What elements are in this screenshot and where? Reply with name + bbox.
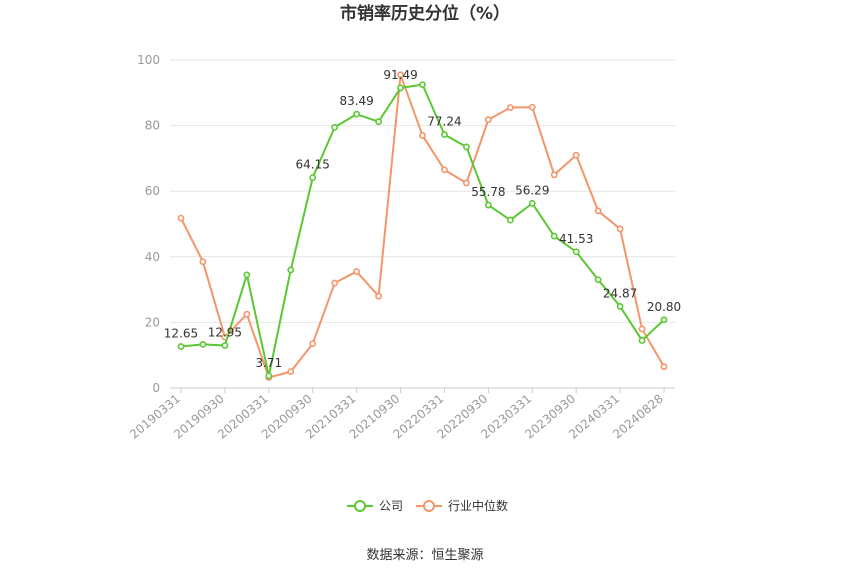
- data-point: [309, 340, 317, 348]
- legend-label[interactable]: 公司: [379, 499, 403, 513]
- data-labels: 12.65 12.95 3.71 64.15 83.49 91.49 77.24 55.78 5…: [164, 68, 681, 370]
- data-point: [199, 340, 207, 348]
- data-label: 91.49: [383, 68, 417, 82]
- data-point: [397, 71, 404, 79]
- data-point: [660, 363, 668, 371]
- data-point: [177, 214, 185, 222]
- data-point: [484, 116, 492, 124]
- data-point: [287, 266, 295, 274]
- data-point: [287, 368, 295, 375]
- data-point: [331, 279, 339, 287]
- data-point: [550, 171, 558, 179]
- y-tick-label: 60: [145, 184, 160, 198]
- data-label: 55.78: [471, 185, 505, 199]
- legend-swatch-marker[interactable]: [423, 500, 435, 512]
- series-line-1: [180, 73, 665, 379]
- data-point: [616, 303, 624, 310]
- data-point: [243, 310, 251, 318]
- axes: 0204060801002019033120190930202003312020…: [127, 53, 675, 442]
- legend-label[interactable]: 行业中位数: [448, 498, 508, 513]
- data-point: [353, 110, 361, 118]
- y-tick-label: 100: [137, 53, 160, 67]
- data-point: [572, 248, 580, 256]
- data-point: [660, 316, 668, 324]
- data-point: [177, 343, 185, 350]
- data-point: [638, 337, 646, 344]
- data-label: 3.71: [255, 356, 282, 370]
- data-label: 41.53: [559, 232, 593, 246]
- data-point: [463, 143, 470, 151]
- chart-title: 市销率历史分位（%）: [340, 3, 510, 24]
- data-label: 83.49: [339, 94, 373, 108]
- data-point: [309, 174, 317, 181]
- data-point: [353, 268, 361, 275]
- data-point: [638, 325, 646, 333]
- data-label: 64.15: [296, 158, 330, 172]
- data-point: [243, 271, 251, 279]
- data-point: [550, 232, 558, 240]
- legend[interactable]: 公司 行业中位数: [347, 498, 508, 513]
- data-point: [419, 81, 426, 88]
- data-point: [506, 104, 514, 111]
- data-label: 56.29: [515, 183, 549, 197]
- data-point: [331, 123, 339, 131]
- data-point: [616, 225, 624, 233]
- data-point: [375, 118, 382, 126]
- data-point: [528, 103, 536, 111]
- data-point: [221, 342, 229, 349]
- data-point: [463, 179, 470, 187]
- data-point: [484, 201, 492, 209]
- data-point: [528, 199, 536, 207]
- data-label: 24.87: [603, 286, 637, 300]
- data-point: [419, 132, 426, 139]
- data-point: [397, 84, 404, 92]
- legend-swatch-marker[interactable]: [354, 500, 366, 512]
- data-label: 12.65: [164, 327, 198, 341]
- y-tick-label: 20: [145, 315, 160, 329]
- data-point: [441, 166, 448, 174]
- data-point: [375, 292, 382, 300]
- y-tick-label: 40: [145, 250, 160, 264]
- data-label: 77.24: [427, 115, 461, 129]
- data-point: [572, 151, 580, 159]
- data-point: [594, 276, 602, 284]
- data-point: [594, 207, 602, 215]
- data-point: [265, 372, 273, 380]
- data-label: 20.80: [647, 300, 681, 314]
- data-point: [441, 131, 448, 139]
- source-note: 数据来源：恒生聚源: [366, 548, 483, 563]
- y-tick-label: 80: [145, 119, 160, 133]
- data-label: 12.95: [208, 326, 242, 340]
- data-point: [199, 258, 207, 266]
- y-tick-label: 0: [152, 381, 160, 395]
- data-point: [506, 216, 514, 224]
- series-layer: [177, 71, 668, 381]
- grid: [170, 59, 675, 323]
